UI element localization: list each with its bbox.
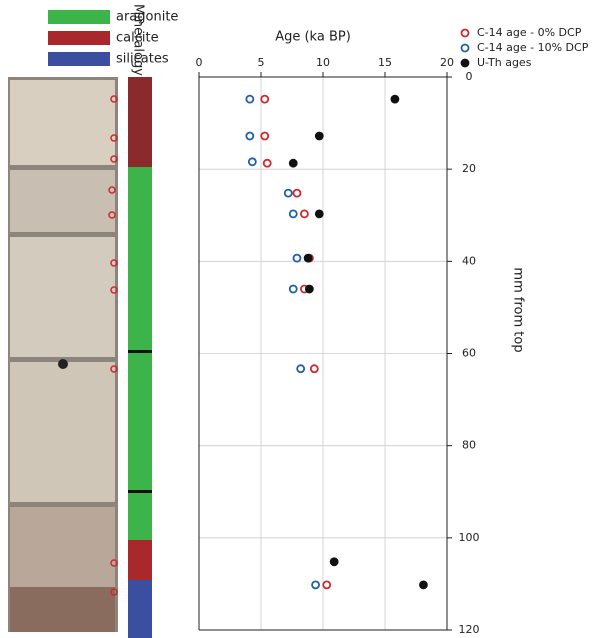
point bbox=[299, 209, 309, 219]
x-tick-label: 15 bbox=[378, 56, 392, 69]
point bbox=[303, 253, 313, 263]
y-tick-label: 20 bbox=[462, 162, 476, 175]
point bbox=[329, 557, 339, 567]
mineral-swatch bbox=[48, 10, 110, 24]
point bbox=[314, 209, 324, 219]
legend-marker bbox=[460, 43, 470, 53]
x-tick-label: 10 bbox=[316, 56, 330, 69]
mineral-swatch bbox=[48, 52, 110, 66]
y-tick-label: 120 bbox=[459, 623, 480, 636]
legend-marker bbox=[460, 58, 470, 68]
mineralogy-title: Mineralogy bbox=[131, 4, 146, 76]
point bbox=[288, 284, 298, 294]
point bbox=[262, 158, 272, 168]
point bbox=[322, 580, 332, 590]
x-tick-label: 5 bbox=[258, 56, 265, 69]
core-photo bbox=[8, 77, 118, 632]
point bbox=[260, 131, 270, 141]
x-tick-label: 20 bbox=[440, 56, 454, 69]
y-tick-label: 80 bbox=[462, 439, 476, 452]
x-axis-label: Age (ka BP) bbox=[275, 30, 351, 45]
mineralogy-strip bbox=[128, 77, 152, 638]
point bbox=[288, 209, 298, 219]
point bbox=[245, 131, 255, 141]
y-tick-label: 60 bbox=[462, 347, 476, 360]
mineral-swatch bbox=[48, 31, 110, 45]
point bbox=[288, 158, 298, 168]
point bbox=[390, 94, 400, 104]
mineral-label: aragonite bbox=[116, 10, 178, 25]
point bbox=[260, 94, 270, 104]
legend-label: C-14 age - 0% DCP bbox=[477, 26, 582, 39]
y-tick-label: 40 bbox=[462, 254, 476, 267]
point bbox=[247, 157, 257, 167]
legend-label: U-Th ages bbox=[477, 56, 532, 69]
point bbox=[309, 364, 319, 374]
y-tick-label: 100 bbox=[459, 531, 480, 544]
y-axis-label: mm from top bbox=[511, 267, 526, 352]
point bbox=[314, 131, 324, 141]
point bbox=[292, 188, 302, 198]
legend-marker bbox=[460, 28, 470, 38]
mineral-label: calcite bbox=[116, 31, 159, 46]
point bbox=[419, 580, 428, 590]
legend-label: C-14 age - 10% DCP bbox=[477, 41, 589, 54]
x-tick-label: 0 bbox=[196, 56, 203, 69]
point bbox=[292, 253, 302, 263]
point bbox=[296, 364, 306, 374]
point bbox=[311, 580, 320, 590]
mineral-label: silicates bbox=[116, 52, 169, 67]
y-tick-label: 0 bbox=[466, 70, 473, 83]
point bbox=[283, 188, 293, 198]
point bbox=[245, 94, 255, 104]
point bbox=[304, 284, 314, 294]
